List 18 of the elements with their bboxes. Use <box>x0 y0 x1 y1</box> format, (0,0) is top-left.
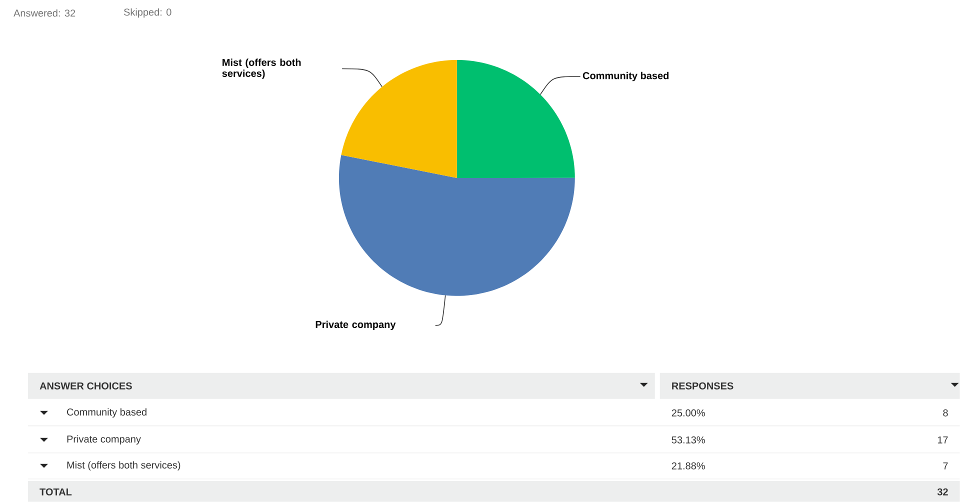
text: Skipped: 0 <box>124 8 172 18</box>
text: TOTAL <box>40 488 72 496</box>
category-label: Private company <box>67 435 141 445</box>
text: Answered: 32 <box>14 9 76 17</box>
text: 25.00% <box>672 409 705 416</box>
slice-label: Mist (offers both services) <box>222 58 301 79</box>
text: ANSWER CHOICES <box>40 382 132 390</box>
text: 53.13% <box>672 436 705 444</box>
text: 7 <box>943 462 948 470</box>
text: 17 <box>938 436 948 444</box>
text: 8 <box>943 409 948 416</box>
slice-label: Private company <box>316 320 396 330</box>
category-label: Mist (offers both services) <box>67 461 180 471</box>
text: RESPONSES <box>672 382 734 390</box>
text: 32 <box>937 488 948 496</box>
category-label: Community based <box>67 408 146 418</box>
text: 21.88% <box>672 462 705 470</box>
slice-label: Community based <box>582 72 669 82</box>
